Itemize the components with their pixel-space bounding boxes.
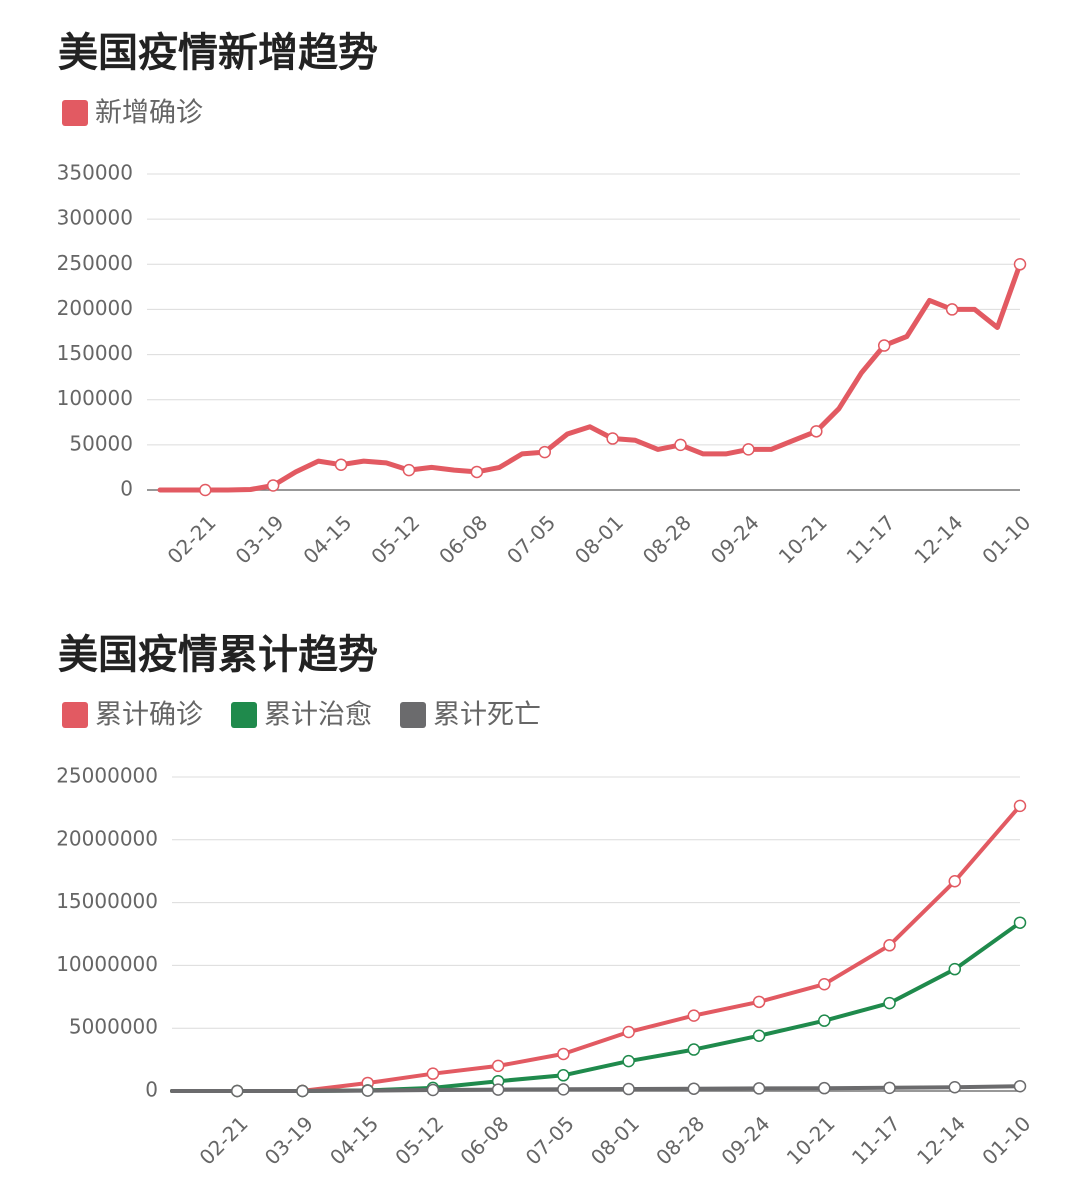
y-tick-label: 250000 <box>57 251 133 275</box>
y-tick-label: 5000000 <box>69 1015 158 1039</box>
y-tick-label: 150000 <box>57 341 133 365</box>
x-tick-label: 09-24 <box>706 510 764 568</box>
x-tick-label: 08-28 <box>638 510 696 568</box>
point-marker <box>742 443 755 456</box>
point-marker <box>266 479 280 492</box>
x-tick-label: 04-15 <box>298 510 356 568</box>
point-marker <box>687 1009 701 1022</box>
x-tick-label: 05-12 <box>366 510 424 568</box>
point-marker <box>1013 916 1027 929</box>
point-marker <box>883 939 896 952</box>
point-marker <box>538 445 551 459</box>
y-tick-label: 0 <box>120 477 133 501</box>
legend-swatch <box>231 702 257 728</box>
point-marker <box>334 458 348 471</box>
point-marker <box>557 1069 570 1082</box>
point-marker <box>752 1029 766 1042</box>
point-marker <box>883 996 896 1010</box>
x-tick-label: 12-14 <box>912 1111 970 1169</box>
point-marker <box>945 303 959 316</box>
point-marker <box>606 432 619 445</box>
y-tick-label: 15000000 <box>56 889 158 913</box>
x-tick-label: 05-12 <box>390 1111 448 1169</box>
x-tick-label: 07-05 <box>521 1111 579 1169</box>
point-marker <box>810 425 823 438</box>
y-tick-label: 200000 <box>57 296 133 320</box>
point-marker <box>491 1059 505 1073</box>
point-marker <box>687 1043 701 1056</box>
point-marker <box>622 1082 635 1096</box>
x-tick-label: 06-08 <box>456 1111 514 1169</box>
chart-title: 美国疫情累计趋势 <box>58 632 378 678</box>
point-marker <box>361 1084 374 1097</box>
x-tick-label: 08-01 <box>570 510 628 568</box>
y-tick-label: 10000000 <box>56 952 158 976</box>
y-tick-label: 25000000 <box>56 764 158 788</box>
point-marker <box>818 977 831 991</box>
x-tick-label: 11-17 <box>847 1111 905 1169</box>
y-tick-label: 350000 <box>57 161 133 185</box>
point-marker <box>470 465 484 479</box>
x-tick-label: 03-19 <box>231 510 289 568</box>
x-tick-label: 02-21 <box>195 1111 253 1169</box>
point-marker <box>402 463 416 477</box>
legend-label: 累计治愈 <box>264 700 372 731</box>
point-marker <box>674 438 687 452</box>
point-marker <box>948 962 962 976</box>
point-marker <box>877 339 891 352</box>
point-marker <box>622 1054 635 1068</box>
point-marker <box>1013 799 1027 813</box>
point-marker <box>818 1014 831 1027</box>
point-marker <box>557 1047 570 1061</box>
x-tick-label: 01-10 <box>977 1111 1035 1169</box>
series-line <box>170 1084 1022 1093</box>
y-tick-label: 50000 <box>69 431 133 455</box>
y-tick-label: 100000 <box>57 386 133 410</box>
point-marker <box>230 1084 244 1098</box>
legend-label: 累计死亡 <box>433 700 541 731</box>
x-tick-label: 08-01 <box>586 1111 644 1169</box>
x-tick-label: 12-14 <box>909 510 967 568</box>
legend-swatch <box>62 702 88 728</box>
point-marker <box>687 1082 701 1095</box>
point-marker <box>557 1083 570 1096</box>
x-tick-label: 10-21 <box>782 1111 840 1169</box>
point-marker <box>752 995 766 1009</box>
x-tick-label: 10-21 <box>774 510 832 568</box>
point-marker <box>622 1025 635 1039</box>
y-tick-label: 20000000 <box>56 826 158 850</box>
x-tick-label: 09-24 <box>716 1111 774 1169</box>
x-tick-label: 03-19 <box>260 1111 318 1169</box>
point-marker <box>948 874 962 888</box>
point-marker <box>199 483 212 497</box>
legend-swatch <box>62 100 88 126</box>
x-tick-label: 06-08 <box>434 510 492 568</box>
series-line <box>157 261 1023 493</box>
legend-label: 累计确诊 <box>95 700 203 731</box>
point-marker <box>296 1084 309 1098</box>
x-tick-label: 02-21 <box>163 510 221 568</box>
x-tick-label: 04-15 <box>325 1111 383 1169</box>
x-tick-label: 11-17 <box>842 510 900 568</box>
point-marker <box>1013 1079 1027 1093</box>
point-marker <box>883 1081 896 1095</box>
legend-label: 新增确诊 <box>95 98 203 129</box>
x-tick-label: 08-28 <box>651 1111 709 1169</box>
y-tick-label: 300000 <box>57 206 133 230</box>
point-marker <box>752 1082 766 1095</box>
x-tick-label: 01-10 <box>977 510 1035 568</box>
x-tick-label: 07-05 <box>502 510 560 568</box>
point-marker <box>426 1083 440 1097</box>
legend-swatch <box>400 702 426 728</box>
point-marker <box>948 1080 962 1094</box>
point-marker <box>426 1067 440 1080</box>
point-marker <box>818 1081 831 1095</box>
y-tick-label: 0 <box>145 1078 158 1102</box>
point-marker <box>491 1083 505 1096</box>
point-marker <box>1013 258 1027 271</box>
chart-title: 美国疫情新增趋势 <box>58 30 378 76</box>
